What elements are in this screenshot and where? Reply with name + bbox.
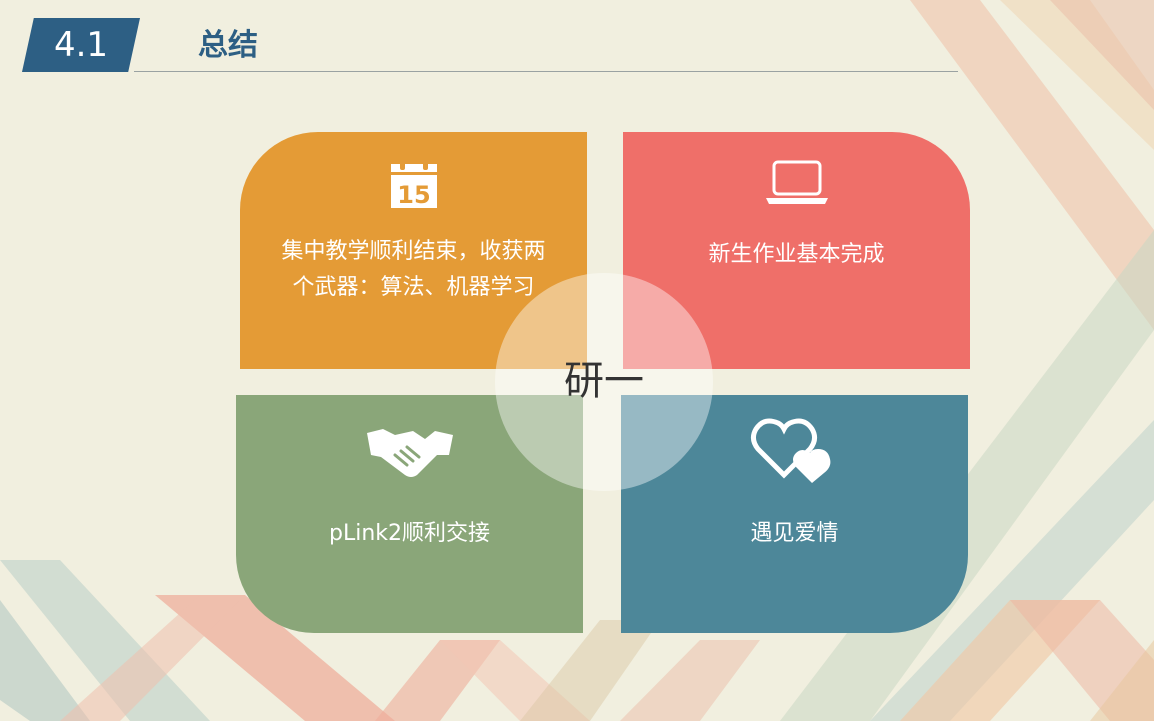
summary-tile-love: 遇见爱情: [621, 395, 968, 633]
handshake-icon: [236, 421, 583, 481]
calendar-icon: 15: [240, 160, 587, 210]
header-divider: [134, 71, 958, 72]
center-label: 研一: [564, 358, 644, 404]
summary-tile-homework: 新生作业基本完成: [623, 132, 970, 369]
summary-tile-teaching: 15 集中教学顺利结束，收获两 个武器：算法、机器学习: [240, 132, 587, 369]
calendar-icon-date: 15: [397, 181, 430, 209]
tile-label-line1: 集中教学顺利结束，收获两: [281, 239, 546, 264]
tile-label: pLink2顺利交接: [328, 521, 490, 546]
summary-tile-handover: pLink2顺利交接: [236, 395, 583, 633]
center-circle: [495, 273, 713, 491]
tile-label: 遇见爱情: [750, 521, 839, 546]
hearts-icon: [621, 415, 968, 485]
tile-label: 集中教学顺利结束，收获两 个武器：算法、机器学习: [260, 234, 567, 306]
tile-label: 新生作业基本完成: [708, 242, 885, 267]
page-title: 总结: [198, 28, 258, 63]
section-number-badge: 4.1: [22, 18, 140, 72]
tile-label-line2: 个武器：算法、机器学习: [292, 275, 535, 300]
laptop-icon: [623, 160, 970, 206]
